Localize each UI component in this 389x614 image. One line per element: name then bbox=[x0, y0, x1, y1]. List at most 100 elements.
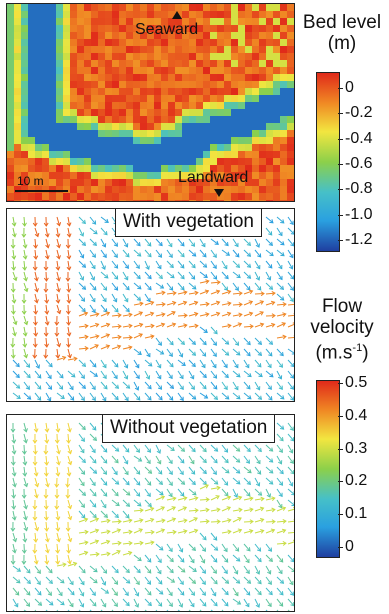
velocity-vector-head bbox=[193, 300, 199, 306]
velocity-vector-head bbox=[194, 311, 199, 317]
velocity-vector bbox=[89, 553, 99, 556]
velocity-vector bbox=[111, 598, 118, 607]
velocity-vector-head bbox=[10, 244, 16, 249]
velocity-vector-head bbox=[259, 322, 265, 328]
velocity-vector-head bbox=[268, 557, 273, 563]
velocity-vector bbox=[133, 302, 143, 306]
velocity-vector-head bbox=[157, 264, 162, 270]
velocity-vector-head bbox=[138, 528, 144, 533]
velocity-vector bbox=[100, 345, 110, 350]
velocity-vector-head bbox=[160, 506, 166, 511]
velocity-vector bbox=[276, 598, 284, 607]
velocity-vector-head bbox=[80, 470, 86, 475]
velocity-vector bbox=[89, 477, 96, 486]
velocity-vector-head bbox=[246, 263, 252, 268]
velocity-vector bbox=[155, 260, 162, 269]
velocity-vector bbox=[199, 565, 206, 574]
velocity-vector-head bbox=[269, 469, 274, 474]
velocity-vector bbox=[56, 576, 65, 584]
velocity-vector-head bbox=[223, 448, 229, 453]
velocity-vector bbox=[221, 312, 231, 317]
velocity-vector bbox=[287, 554, 294, 563]
velocity-vector-head bbox=[246, 385, 251, 390]
velocity-vector bbox=[265, 587, 273, 595]
velocity-vector-head bbox=[280, 296, 285, 301]
colorbar-tick-mark bbox=[338, 481, 343, 483]
scale-bar-label: 10 m bbox=[17, 174, 44, 188]
velocity-vector bbox=[265, 337, 273, 345]
velocity-vector-head bbox=[25, 385, 30, 390]
velocity-vector bbox=[210, 337, 217, 346]
velocity-vector bbox=[100, 392, 107, 401]
velocity-vector-head bbox=[67, 560, 72, 565]
colorbar-tick-label: -0.6 bbox=[345, 155, 373, 172]
velocity-vector-head bbox=[44, 343, 50, 348]
velocity-vector bbox=[122, 477, 130, 486]
velocity-vector bbox=[199, 576, 206, 585]
velocity-vector-head bbox=[278, 265, 283, 270]
velocity-vector bbox=[78, 551, 88, 556]
velocity-vector-head bbox=[10, 461, 16, 466]
velocity-vector bbox=[210, 609, 214, 611]
velocity-vector-head bbox=[102, 297, 107, 303]
velocity-vector bbox=[177, 291, 187, 295]
velocity-vector-head bbox=[202, 263, 208, 268]
velocity-vector bbox=[23, 337, 26, 347]
velocity-vector-head bbox=[91, 481, 96, 487]
velocity-vector-head bbox=[105, 539, 111, 545]
velocity-vector bbox=[254, 543, 261, 552]
velocity-vector-head bbox=[44, 527, 50, 532]
velocity-vector-head bbox=[215, 495, 220, 500]
velocity-vector-head bbox=[235, 253, 240, 258]
velocity-vector bbox=[276, 293, 285, 301]
velocity-vector-head bbox=[92, 286, 97, 291]
velocity-vector-head bbox=[246, 274, 252, 279]
velocity-vector-head bbox=[234, 570, 239, 575]
velocity-vector-head bbox=[158, 396, 163, 401]
velocity-vector bbox=[78, 282, 86, 290]
velocity-vector-head bbox=[278, 569, 283, 575]
velocity-vector bbox=[111, 510, 119, 518]
velocity-vector-head bbox=[271, 496, 276, 502]
velocity-vector bbox=[34, 381, 42, 390]
velocity-vector-head bbox=[21, 560, 27, 565]
velocity-vector-head bbox=[91, 396, 96, 401]
velocity-vector-head bbox=[289, 591, 294, 596]
flow-field-with-vegetation bbox=[6, 208, 295, 402]
velocity-vector-head bbox=[65, 527, 71, 532]
velocity-vector bbox=[287, 477, 293, 487]
velocity-vector bbox=[199, 587, 206, 596]
velocity-vector-head bbox=[235, 579, 241, 584]
velocity-vector-head bbox=[183, 518, 188, 524]
velocity-vector bbox=[34, 488, 38, 498]
velocity-vector-head bbox=[282, 518, 287, 524]
velocity-vector-head bbox=[266, 276, 272, 281]
velocity-vector-head bbox=[10, 527, 16, 532]
velocity-vector-head bbox=[290, 230, 294, 235]
velocity-vector-head bbox=[169, 263, 174, 269]
velocity-vector bbox=[122, 531, 132, 534]
velocity-vector-head bbox=[160, 528, 166, 533]
velocity-vector-head bbox=[124, 243, 129, 248]
velocity-vector-head bbox=[235, 458, 241, 463]
velocity-vector bbox=[56, 587, 63, 596]
velocity-vector bbox=[34, 238, 37, 249]
velocity-vector-head bbox=[279, 351, 284, 357]
velocity-vector bbox=[133, 359, 140, 368]
velocity-vector bbox=[34, 370, 42, 379]
velocity-vector bbox=[78, 370, 85, 379]
velocity-vector bbox=[188, 271, 195, 280]
velocity-vector-head bbox=[59, 374, 64, 379]
velocity-vector-head bbox=[10, 310, 16, 315]
velocity-vector-head bbox=[192, 395, 197, 400]
velocity-vector-head bbox=[11, 222, 17, 227]
velocity-vector-head bbox=[279, 579, 285, 584]
colorbar-tick-mark bbox=[338, 240, 343, 241]
velocity-vector-head bbox=[157, 460, 162, 465]
velocity-vector bbox=[243, 300, 253, 306]
velocity-vector bbox=[122, 271, 129, 280]
velocity-vector bbox=[23, 326, 27, 336]
velocity-vector bbox=[89, 540, 99, 545]
velocity-vector bbox=[188, 477, 196, 485]
velocity-vector-head bbox=[237, 322, 243, 327]
